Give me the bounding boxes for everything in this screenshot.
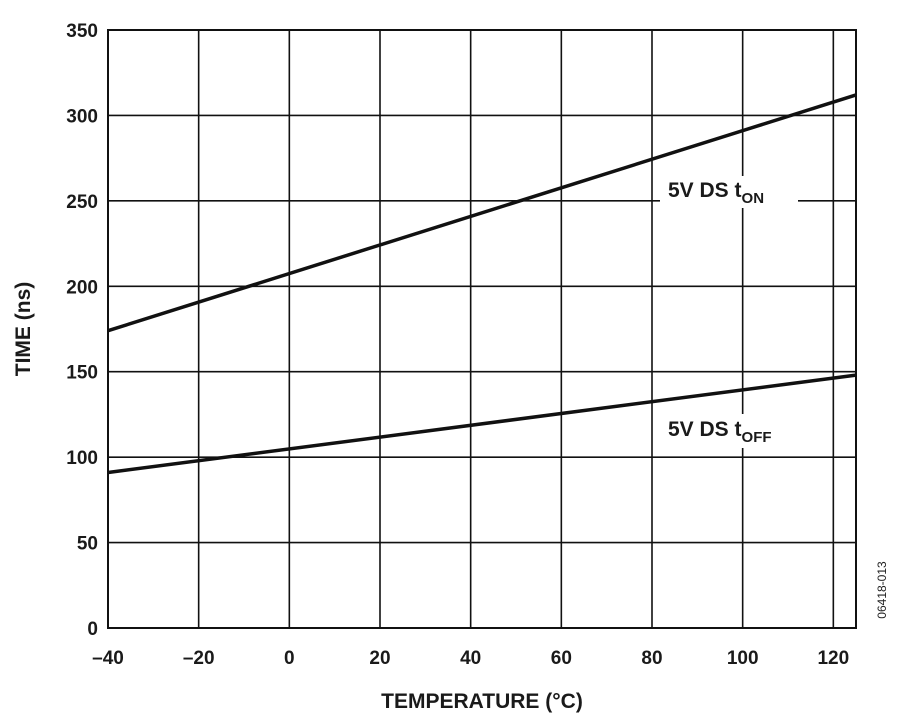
y-tick-label: 150 bbox=[66, 363, 98, 384]
x-tick-label: –20 bbox=[183, 648, 215, 669]
y-axis-title: TIME (ns) bbox=[12, 282, 35, 377]
x-tick-label: 120 bbox=[817, 648, 849, 669]
grid bbox=[107, 29, 856, 629]
y-tick-label: 100 bbox=[66, 448, 98, 469]
x-tick-label: –40 bbox=[92, 648, 124, 669]
x-axis-title: TEMPERATURE (°C) bbox=[381, 690, 583, 713]
y-tick-label: 200 bbox=[66, 277, 98, 298]
x-tick-label: 40 bbox=[460, 648, 481, 669]
y-tick-label: 0 bbox=[87, 619, 98, 640]
y-tick-label: 350 bbox=[66, 21, 98, 42]
series-label-subscript: ON bbox=[742, 190, 765, 207]
series-label-1: 5V DS tOFF bbox=[668, 418, 772, 446]
x-tick-label: 0 bbox=[284, 648, 295, 669]
y-tick-label: 300 bbox=[66, 106, 98, 127]
y-tick-label: 50 bbox=[77, 534, 98, 555]
series-label-main: 5V DS t bbox=[668, 418, 742, 441]
x-tick-label: 100 bbox=[727, 648, 759, 669]
x-tick-label: 80 bbox=[641, 648, 662, 669]
series-label-background bbox=[660, 414, 806, 448]
x-tick-label: 60 bbox=[551, 648, 572, 669]
y-tick-labels: 0 50 100 150 200 250 300 350 bbox=[66, 21, 98, 640]
y-tick-label: 250 bbox=[66, 192, 98, 213]
figure-id: 06418-013 bbox=[875, 561, 889, 619]
series-lines bbox=[107, 93, 857, 475]
series-line-0 bbox=[107, 93, 857, 333]
plot-frame bbox=[107, 29, 857, 629]
series-line-1 bbox=[107, 373, 857, 475]
x-tick-labels: –40 –20 0 20 40 60 80 100 120 bbox=[92, 648, 849, 669]
series-label-0: 5V DS tON bbox=[668, 179, 764, 207]
series-label-main: 5V DS t bbox=[668, 179, 742, 202]
series-label-background bbox=[660, 176, 798, 208]
x-tick-label: 20 bbox=[369, 648, 390, 669]
series-label-subscript: OFF bbox=[742, 429, 772, 446]
